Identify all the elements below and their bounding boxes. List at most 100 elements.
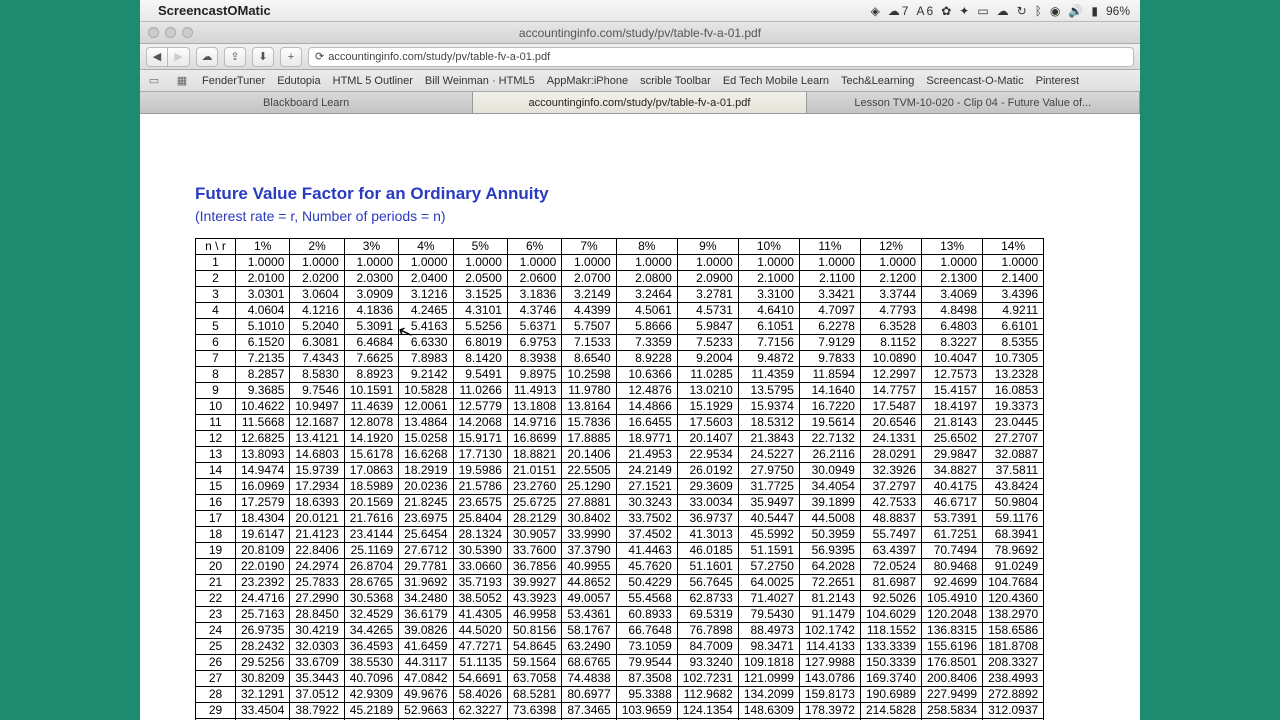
value-cell: 11.0266 <box>453 383 507 399</box>
rate-header: 8% <box>616 239 677 255</box>
value-cell: 72.2651 <box>799 575 860 591</box>
battery-icon[interactable]: ▮ <box>1091 4 1098 18</box>
bluetooth-icon[interactable]: ᛒ <box>1035 4 1042 18</box>
icloud-tabs-button[interactable]: ☁ <box>196 47 218 67</box>
util-icon-2[interactable]: ✦ <box>959 4 969 18</box>
value-cell: 25.6454 <box>399 527 453 543</box>
active-app-name[interactable]: ScreencastOMatic <box>158 3 271 18</box>
bookmark-item[interactable]: Screencast-O-Matic <box>926 75 1023 87</box>
value-cell: 63.4397 <box>860 543 921 559</box>
rate-header: 4% <box>399 239 453 255</box>
volume-icon[interactable]: 🔊 <box>1068 4 1083 18</box>
table-row: 2325.716328.845032.452936.617941.430546.… <box>196 607 1044 623</box>
bookmark-item[interactable]: HTML 5 Outliner <box>333 75 413 87</box>
period-cell: 10 <box>196 399 236 415</box>
value-cell: 16.8699 <box>507 431 561 447</box>
browser-tab[interactable]: accountinginfo.com/study/pv/table-fv-a-0… <box>473 92 806 113</box>
bookmark-item[interactable]: Pinterest <box>1036 75 1079 87</box>
period-cell: 7 <box>196 351 236 367</box>
period-cell: 2 <box>196 271 236 287</box>
table-row: 1617.257918.639320.156921.824523.657525.… <box>196 495 1044 511</box>
reload-icon[interactable]: ⟳ <box>315 50 324 63</box>
value-cell: 8.2857 <box>236 367 290 383</box>
value-cell: 150.3339 <box>860 655 921 671</box>
value-cell: 22.5505 <box>562 463 616 479</box>
value-cell: 11.8594 <box>799 367 860 383</box>
window-titlebar[interactable]: accountinginfo.com/study/pv/table-fv-a-0… <box>140 22 1140 44</box>
value-cell: 2.0600 <box>507 271 561 287</box>
dropbox-icon[interactable]: ◈ <box>871 4 880 18</box>
value-cell: 18.2919 <box>399 463 453 479</box>
value-cell: 5.6371 <box>507 319 561 335</box>
value-cell: 103.9659 <box>616 703 677 719</box>
address-bar[interactable]: ⟳ accountinginfo.com/study/pv/table-fv-a… <box>308 47 1134 67</box>
topsites-icon[interactable]: ▦ <box>174 74 190 88</box>
cloud-icon[interactable]: ☁7 <box>888 4 909 18</box>
value-cell: 26.2116 <box>799 447 860 463</box>
util-icon-1[interactable]: ✿ <box>941 4 951 18</box>
table-row: 2426.973530.421934.426539.082644.502050.… <box>196 623 1044 639</box>
table-row: 2730.820935.344340.709647.084254.669163.… <box>196 671 1044 687</box>
bookmark-item[interactable]: scrible Toolbar <box>640 75 711 87</box>
back-button[interactable]: ◀ <box>146 47 168 67</box>
share-button[interactable]: ⇪ <box>224 47 246 67</box>
value-cell: 7.7156 <box>738 335 799 351</box>
value-cell: 7.5233 <box>677 335 738 351</box>
period-cell: 1 <box>196 255 236 271</box>
bookmark-item[interactable]: FenderTuner <box>202 75 265 87</box>
show-bookmarks-icon[interactable]: ▭ <box>146 74 162 88</box>
period-cell: 18 <box>196 527 236 543</box>
value-cell: 28.2432 <box>236 639 290 655</box>
value-cell: 91.1479 <box>799 607 860 623</box>
value-cell: 45.5992 <box>738 527 799 543</box>
value-cell: 2.0100 <box>236 271 290 287</box>
value-cell: 13.2328 <box>983 367 1044 383</box>
browser-tab[interactable]: Lesson TVM-10-020 - Clip 04 - Future Val… <box>807 92 1140 113</box>
value-cell: 25.6725 <box>507 495 561 511</box>
document-title: Future Value Factor for an Ordinary Annu… <box>195 184 1110 204</box>
rate-header: 12% <box>860 239 921 255</box>
value-cell: 32.4529 <box>344 607 398 623</box>
table-row: 1718.430420.012121.761623.697525.840428.… <box>196 511 1044 527</box>
browser-tab[interactable]: Blackboard Learn <box>140 92 473 113</box>
value-cell: 18.4304 <box>236 511 290 527</box>
table-corner: n \ r <box>196 239 236 255</box>
value-cell: 53.7391 <box>922 511 983 527</box>
value-cell: 1.0000 <box>677 255 738 271</box>
rate-header: 9% <box>677 239 738 255</box>
bookmark-item[interactable]: Ed Tech Mobile Learn <box>723 75 829 87</box>
value-cell: 92.4699 <box>922 575 983 591</box>
value-cell: 76.7898 <box>677 623 738 639</box>
value-cell: 19.5986 <box>453 463 507 479</box>
value-cell: 44.3117 <box>399 655 453 671</box>
value-cell: 15.9739 <box>290 463 344 479</box>
bookmark-item[interactable]: Bill Weinman · HTML5 <box>425 75 535 87</box>
display-icon[interactable]: ▭ <box>977 4 988 18</box>
value-cell: 18.8821 <box>507 447 561 463</box>
adobe-icon[interactable]: A 6 <box>916 4 933 18</box>
value-cell: 48.8837 <box>860 511 921 527</box>
value-cell: 8.9228 <box>616 351 677 367</box>
bookmark-item[interactable]: Tech&Learning <box>841 75 914 87</box>
timemachine-icon[interactable]: ↻ <box>1017 4 1027 18</box>
value-cell: 136.8315 <box>922 623 983 639</box>
bookmark-item[interactable]: Edutopia <box>277 75 320 87</box>
value-cell: 158.6586 <box>983 623 1044 639</box>
value-cell: 1.0000 <box>738 255 799 271</box>
new-tab-button[interactable]: + <box>280 47 302 67</box>
bookmark-item[interactable]: AppMakr:iPhone <box>547 75 628 87</box>
value-cell: 39.9927 <box>507 575 561 591</box>
wifi-icon[interactable]: ◉ <box>1050 4 1060 18</box>
value-cell: 3.2464 <box>616 287 677 303</box>
value-cell: 134.2099 <box>738 687 799 703</box>
value-cell: 4.9211 <box>983 303 1044 319</box>
downloads-button[interactable]: ⬇ <box>252 47 274 67</box>
period-cell: 27 <box>196 671 236 687</box>
value-cell: 4.1836 <box>344 303 398 319</box>
value-cell: 1.0000 <box>399 255 453 271</box>
value-cell: 35.7193 <box>453 575 507 591</box>
chat-icon[interactable]: ☁ <box>997 4 1009 18</box>
forward-button[interactable]: ▶ <box>168 47 190 67</box>
value-cell: 27.9750 <box>738 463 799 479</box>
value-cell: 8.3938 <box>507 351 561 367</box>
